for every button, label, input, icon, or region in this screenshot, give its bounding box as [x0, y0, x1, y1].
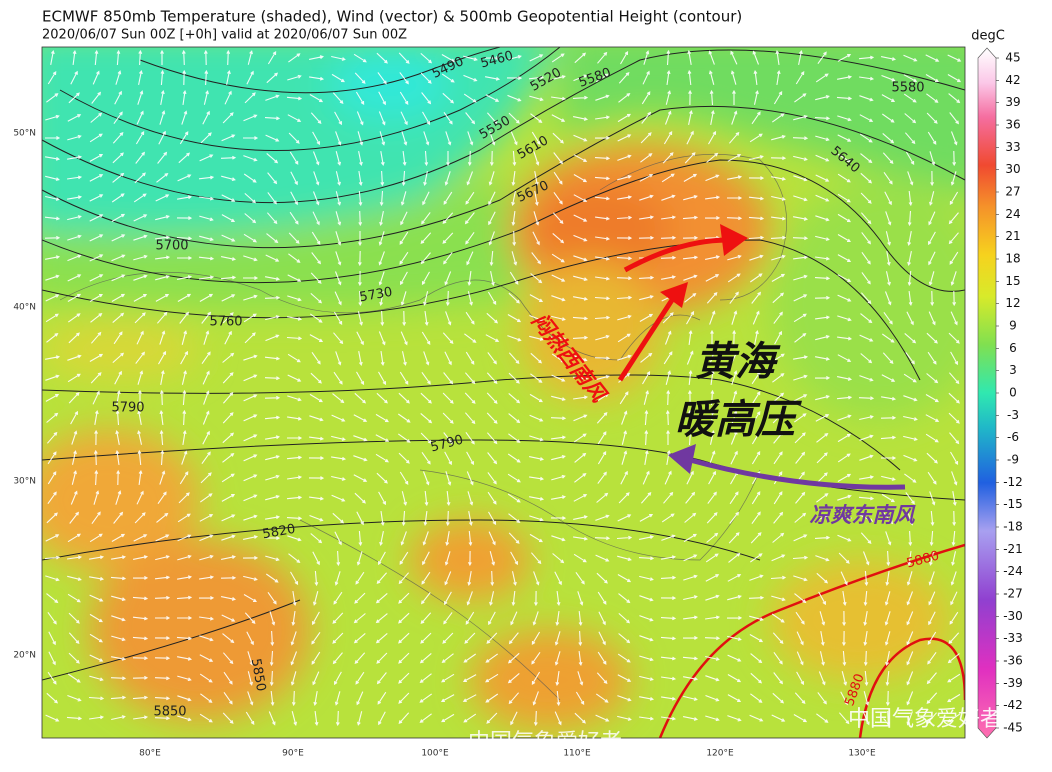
wind-vectors — [44, 49, 962, 727]
colorbar-tick-label: 18 — [1005, 252, 1020, 266]
colorbar-unit: degC — [971, 29, 1005, 44]
contour-label: 5820 — [261, 522, 296, 543]
lon-label: 130°E — [848, 749, 876, 759]
colorbar-tick-label: -36 — [1003, 654, 1023, 668]
colorbar-tick-label: 36 — [1005, 118, 1020, 132]
colorbar-tick-label: -21 — [1003, 542, 1023, 556]
colorbar-tick-label: 45 — [1005, 51, 1020, 65]
lon-label: 100°E — [421, 749, 449, 759]
colorbar-tick-label: -42 — [1003, 698, 1023, 712]
colorbar-tick-label: -27 — [1003, 587, 1023, 601]
lat-label: 30°N — [13, 477, 36, 487]
colorbar-tick-label: -33 — [1003, 631, 1023, 645]
lon-label: 90°E — [282, 749, 304, 759]
colorbar-tick-label: 15 — [1005, 274, 1020, 288]
watermark: 中国气象爱好者 — [848, 707, 1002, 732]
colorbar-tick-label: 42 — [1005, 73, 1020, 87]
colorbar-tick-label: -12 — [1003, 475, 1023, 489]
colorbar-tick-label: -39 — [1003, 676, 1023, 690]
5880-contour — [658, 543, 965, 738]
temperature-shading — [42, 47, 965, 730]
subtitle: 2020/06/07 Sun 00Z [+0h] valid at 2020/0… — [42, 28, 407, 43]
colorbar-tick-label: 21 — [1005, 229, 1020, 243]
lon-label: 120°E — [706, 749, 734, 759]
colorbar-tick-label: -45 — [1003, 721, 1023, 735]
colorbar-tick-label: 9 — [1009, 319, 1017, 333]
contour-label: 5700 — [155, 239, 188, 254]
colorbar-tick-label: 33 — [1005, 140, 1020, 154]
colorbar-tick-label: -9 — [1007, 453, 1019, 467]
colorbar-tick-label: 3 — [1009, 363, 1017, 377]
contour-label: 5850 — [153, 705, 186, 720]
colorbar-tick-label: 0 — [1009, 386, 1017, 400]
colorbar-tick-label: -30 — [1003, 609, 1023, 623]
lat-label: 20°N — [13, 651, 36, 661]
map-frame — [41, 46, 966, 739]
high-label: 暖高压 — [675, 397, 802, 443]
contour-label: 5760 — [209, 315, 242, 330]
colorbar-tick-label: 39 — [1005, 95, 1020, 109]
colorbar-tick-label: -15 — [1003, 497, 1023, 511]
colorbar-tick-label: -24 — [1003, 564, 1023, 578]
map — [42, 47, 965, 738]
watermark: 中国气象爱好者 — [468, 730, 622, 755]
contour-label: 5850 — [248, 657, 269, 692]
colorbar-tick-label: 12 — [1005, 296, 1020, 310]
colorbar-tick-label: 24 — [1005, 207, 1020, 221]
colorbar-tick-label: -6 — [1007, 430, 1019, 444]
colorbar-tick-label: 27 — [1005, 185, 1020, 199]
high-label: 黄海 — [695, 339, 781, 385]
southeast-wind-label: 凉爽东南风 — [810, 503, 917, 527]
colorbar-tick-label: 6 — [1009, 341, 1017, 355]
lat-label: 40°N — [13, 303, 36, 313]
colorbar-tick-label: -18 — [1003, 520, 1023, 534]
lat-label: 50°N — [13, 129, 36, 139]
title: ECMWF 850mb Temperature (shaded), Wind (… — [42, 8, 742, 26]
colorbar — [977, 47, 997, 739]
contour-label: 5790 — [111, 401, 144, 416]
contour-label: 5580 — [891, 81, 924, 96]
lon-label: 80°E — [139, 749, 161, 759]
colorbar-tick-label: -3 — [1007, 408, 1019, 422]
annotation-arrows — [617, 224, 906, 490]
colorbar-tick-label: 30 — [1005, 162, 1020, 176]
contour-label: 5730 — [358, 285, 393, 306]
lon-label: 110°E — [563, 749, 591, 759]
